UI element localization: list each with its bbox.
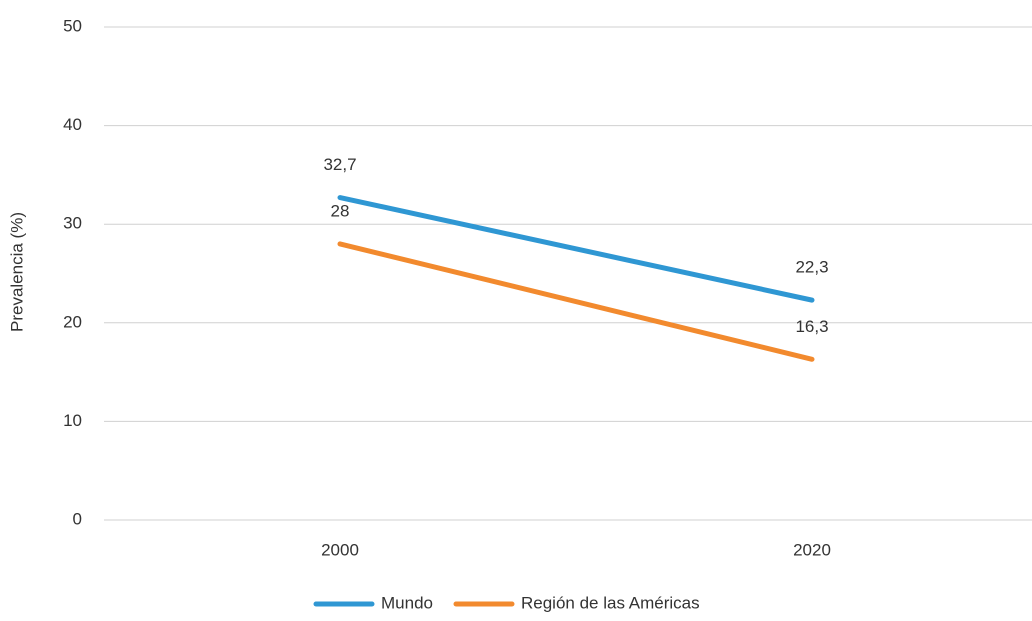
data-label: 16,3 [795,317,828,336]
y-tick-label: 0 [73,509,82,528]
series-line [337,241,815,362]
legend-label: Región de las Américas [521,593,700,612]
x-tick-label: 2020 [793,540,831,559]
y-axis-label: Prevalencia (%) [7,212,26,332]
y-tick-label: 10 [63,411,82,430]
y-tick-label: 30 [63,214,82,233]
series-line [337,195,815,303]
data-label: 28 [331,201,350,220]
y-tick-label: 20 [63,312,82,331]
data-label: 22,3 [795,258,828,277]
data-label: 32,7 [323,155,356,174]
y-tick-label: 40 [63,115,82,134]
y-tick-label: 50 [63,16,82,35]
x-tick-label: 2000 [321,540,359,559]
legend-label: Mundo [381,593,433,612]
